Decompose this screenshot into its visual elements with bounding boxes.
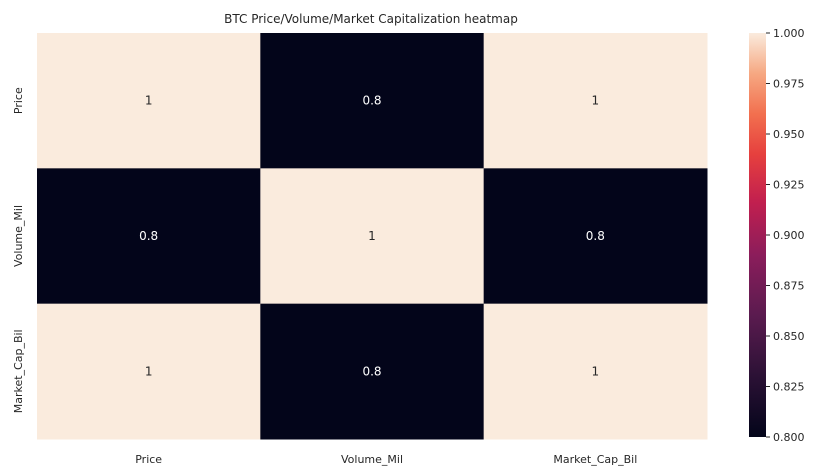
colorbar-tick-label: 1.000 — [773, 27, 805, 40]
heatmap-cell-0-0 — [37, 33, 261, 169]
x-tick-label: Volume_Mil — [341, 453, 403, 466]
cell-annotation-0-0: 1 — [145, 94, 153, 108]
cell-annotation-2-0: 1 — [145, 364, 153, 378]
colorbar-tick-label: 0.875 — [773, 280, 805, 293]
heatmap-cell-1-2 — [483, 168, 708, 305]
colorbar-gradient — [749, 33, 766, 437]
heatmap-cell-1-0 — [37, 168, 261, 305]
colorbar-tick-label: 0.850 — [773, 330, 805, 343]
heatmap-cell-0-2 — [483, 33, 708, 169]
cell-annotation-0-1: 0.8 — [362, 94, 381, 108]
colorbar-tick-label: 0.825 — [773, 381, 805, 394]
y-tick-label: Market_Cap_Bil — [12, 329, 25, 413]
y-tick-label: Price — [12, 87, 25, 114]
cell-annotation-1-1: 1 — [368, 229, 376, 243]
colorbar-tick-label: 0.950 — [773, 128, 805, 141]
y-tick-label: Volume_Mil — [12, 205, 25, 267]
colorbar-tick-label: 0.975 — [773, 78, 805, 91]
colorbar-tick-label: 0.900 — [773, 229, 805, 242]
cell-annotation-2-2: 1 — [592, 364, 600, 378]
colorbar-tick-label: 0.925 — [773, 179, 805, 192]
cell-annotation-1-2: 0.8 — [586, 229, 605, 243]
colorbar-tick-label: 0.800 — [773, 431, 805, 444]
heatmap-cell-2-2 — [483, 303, 708, 440]
x-tick-label: Price — [135, 453, 162, 466]
chart-title: BTC Price/Volume/Market Capitalization h… — [224, 12, 518, 26]
colorbar: 0.800 0.825 0.850 0.875 0.900 0.925 0.950 0.975… — [749, 27, 805, 444]
heatmap-cell-2-1 — [260, 303, 485, 440]
heatmap-cell-1-1 — [260, 168, 485, 305]
cell-annotation-2-1: 0.8 — [362, 364, 381, 378]
heatmap-cell-0-1 — [260, 33, 485, 169]
x-tick-label: Market_Cap_Bil — [553, 453, 637, 466]
cell-annotation-1-0: 0.8 — [139, 229, 158, 243]
cell-annotation-0-2: 1 — [592, 94, 600, 108]
heatmap-cell-2-0 — [37, 303, 261, 440]
